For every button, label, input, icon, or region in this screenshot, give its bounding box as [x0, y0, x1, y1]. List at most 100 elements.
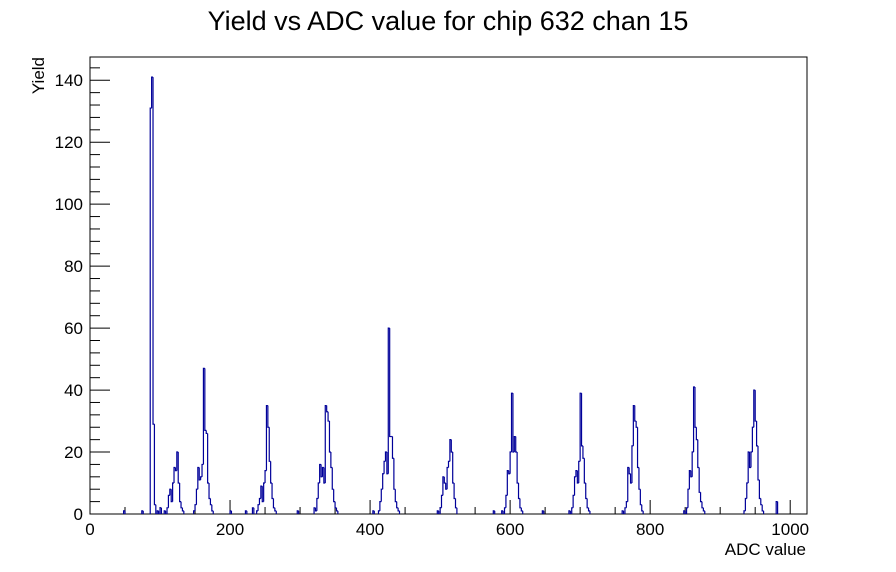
histogram-bin — [258, 497, 261, 505]
histogram-bin — [580, 393, 583, 447]
histogram-bin — [586, 498, 589, 509]
histogram-bin — [180, 501, 183, 509]
histogram-bin — [516, 452, 519, 484]
histogram-bin — [683, 510, 686, 514]
histogram-bin — [515, 436, 518, 453]
histogram-bin — [638, 467, 641, 490]
histogram-bin — [149, 107, 152, 514]
histogram-bin — [317, 482, 320, 499]
histogram-bin — [571, 507, 574, 514]
histogram-bin — [205, 430, 208, 435]
histogram-bin — [755, 421, 758, 447]
histogram-bin — [328, 421, 331, 453]
y-tick-label: 20 — [64, 443, 83, 462]
histogram-bin — [760, 498, 763, 506]
y-tick-label: 0 — [74, 505, 83, 524]
histogram-bin — [201, 463, 204, 477]
histogram-bin — [200, 476, 203, 480]
histogram-bin — [159, 507, 162, 514]
histogram-bin — [519, 498, 522, 509]
histogram-bin — [229, 510, 232, 514]
x-tick-label: 200 — [216, 520, 244, 539]
histogram-bin — [263, 482, 266, 502]
histogram-bin — [454, 498, 457, 509]
histogram-bin — [447, 460, 450, 468]
histogram-bin — [208, 483, 211, 500]
histogram-bin — [257, 504, 260, 511]
histogram-bin — [316, 497, 319, 511]
histogram-bin — [251, 507, 254, 514]
y-tick-label: 80 — [64, 257, 83, 276]
histogram-bin — [757, 445, 760, 481]
histogram-bin — [379, 501, 382, 511]
histogram-bin — [453, 483, 456, 500]
histogram-bin — [443, 476, 446, 484]
plot-frame — [89, 56, 808, 515]
histogram-bin — [699, 492, 702, 503]
histogram-bin — [152, 77, 155, 425]
histogram-bin — [583, 458, 586, 484]
histogram-bin — [694, 386, 697, 428]
histogram-bin — [505, 494, 508, 508]
histogram-bin — [695, 427, 698, 441]
histogram-bin — [271, 483, 274, 500]
histogram-bin — [330, 452, 333, 469]
histogram-bin — [194, 504, 197, 511]
histogram-bin — [436, 510, 439, 514]
histogram-bin — [334, 501, 337, 509]
histogram-bin — [450, 439, 453, 453]
histogram-bin — [750, 451, 753, 468]
histogram-bin — [153, 424, 156, 506]
histogram-bin — [621, 510, 624, 514]
y-tick-label: 100 — [55, 195, 83, 214]
histogram-bin — [380, 488, 383, 502]
histogram-bin — [702, 507, 705, 512]
x-tick-label: 800 — [636, 520, 664, 539]
histogram-bin — [754, 390, 757, 422]
histogram-bin — [177, 452, 180, 484]
histogram-bin — [335, 507, 338, 512]
histogram-bin — [446, 466, 449, 490]
histogram-bin — [744, 497, 747, 511]
histogram-bin — [195, 488, 198, 505]
x-tick-label: 600 — [496, 520, 524, 539]
histogram-bin — [624, 507, 627, 514]
histogram-bin — [685, 507, 688, 514]
histogram-bin — [274, 507, 277, 512]
histogram-bin — [270, 461, 273, 484]
histogram-bin — [503, 507, 506, 514]
histogram-bin — [204, 368, 207, 431]
histogram-bin — [585, 483, 588, 500]
x-tick-label: 1000 — [771, 520, 809, 539]
plot-area-border — [89, 56, 808, 515]
histogram-bin — [383, 460, 386, 474]
histogram-bin — [268, 427, 271, 462]
histogram-bin — [509, 451, 512, 474]
histogram-bin — [698, 467, 701, 493]
histogram-bin — [582, 445, 585, 459]
histogram-bin — [751, 426, 754, 453]
histogram-bin — [701, 501, 704, 509]
histogram-bin — [331, 467, 334, 490]
histogram-bin — [639, 489, 642, 506]
y-tick-label: 120 — [55, 133, 83, 152]
histogram-bin — [397, 507, 400, 512]
histogram-bin — [636, 427, 639, 469]
histogram-bin — [394, 489, 397, 503]
y-tick-label: 140 — [55, 71, 83, 90]
histogram-bin — [207, 433, 210, 484]
histogram-bin — [746, 482, 749, 499]
histogram-bin — [578, 460, 581, 484]
histogram-bin — [267, 405, 270, 428]
histogram-bin — [635, 421, 638, 428]
histogram-bin — [587, 507, 590, 512]
histogram-bin — [758, 479, 761, 500]
histogram-bin — [628, 467, 631, 475]
histogram-bin — [167, 494, 170, 508]
histogram-bin — [568, 510, 571, 514]
histogram-bin — [393, 458, 396, 490]
histogram-bin — [179, 483, 182, 503]
histogram-bin — [541, 510, 544, 514]
histogram-bin — [501, 510, 504, 514]
